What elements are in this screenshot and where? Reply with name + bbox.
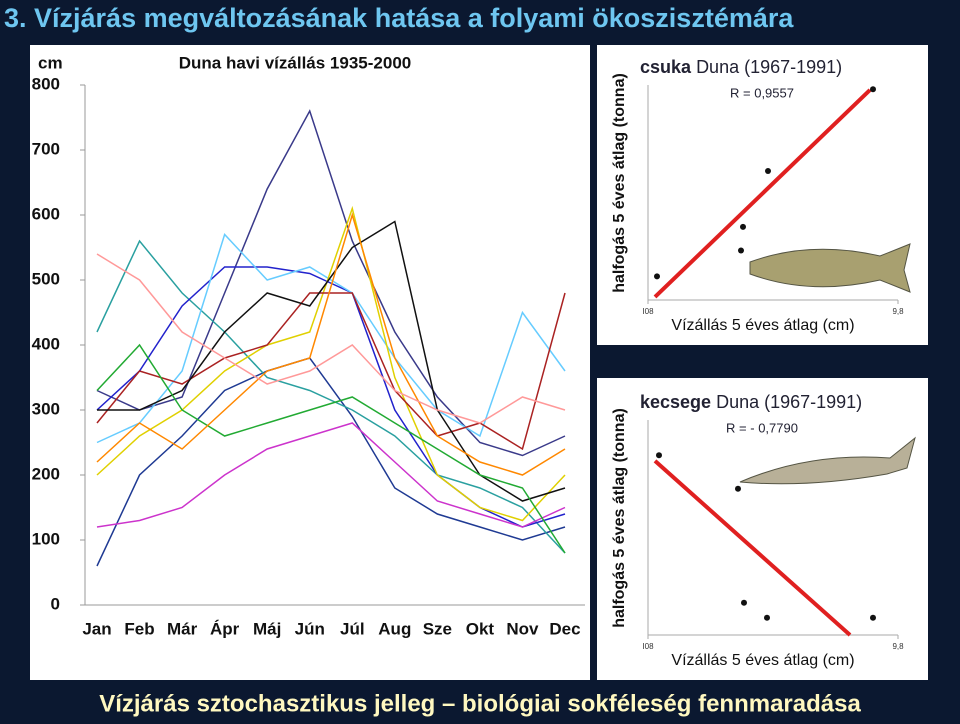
- x-axis-label: Vízállás 5 éves átlag (cm): [671, 317, 854, 334]
- chart-subtitle: Duna (1967-1991): [716, 392, 862, 412]
- scatter-point: [656, 452, 662, 459]
- scatter-point: [735, 485, 741, 492]
- x-tick-label: Okt: [466, 619, 495, 638]
- sturgeon-image: [739, 436, 916, 485]
- chart-subtitle: Duna (1967-1991): [696, 57, 842, 77]
- x-tick-label: Júl: [340, 619, 365, 638]
- species-name: kecsege: [640, 392, 711, 412]
- x-tick-label: I08: [642, 307, 654, 316]
- pike-image: [749, 243, 911, 293]
- x-tick-label: Már: [167, 619, 198, 638]
- y-tick-label: 600: [32, 204, 60, 223]
- x-tick-label: Ápr: [210, 619, 240, 638]
- x-tick-label: Jan: [82, 619, 111, 638]
- species-name: csuka: [640, 57, 692, 77]
- y-tick-label: 700: [32, 139, 60, 158]
- y-tick-label: 800: [32, 74, 60, 93]
- x-tick-label: Jún: [295, 619, 325, 638]
- y-axis-label: halfogás 5 éves átlag (tonna): [611, 408, 628, 628]
- x-tick-label: Dec: [549, 619, 580, 638]
- series-line: [96, 422, 566, 528]
- y-tick-label: 400: [32, 334, 60, 353]
- fit-line: [653, 459, 852, 637]
- series-line: [96, 266, 566, 528]
- scatter-point: [654, 273, 660, 280]
- slide-title: 3. Vízjárás megváltozásának hatása a fol…: [4, 3, 794, 33]
- y-tick-label: 200: [32, 464, 60, 483]
- chart-title: kecsege Duna (1967-1991): [640, 392, 862, 412]
- series-line: [96, 205, 566, 522]
- annotation: R = - 0,7790: [726, 420, 798, 435]
- x-tick-label: Sze: [423, 619, 452, 638]
- scatter-point: [738, 247, 744, 254]
- y-axis-label: halfogás 5 éves átlag (tonna): [611, 73, 628, 293]
- x-tick-label: Feb: [124, 619, 154, 638]
- kecsege-panel: [597, 378, 928, 680]
- x-tick-label: I08: [642, 642, 654, 651]
- chart-title: csuka Duna (1967-1991): [640, 57, 842, 77]
- scatter-point: [765, 168, 771, 174]
- x-tick-label: 9,8: [892, 642, 904, 651]
- y-axis-label: cm: [38, 53, 63, 72]
- scatter-point: [741, 599, 747, 606]
- scatter-point: [764, 614, 770, 621]
- series-line: [96, 253, 566, 424]
- fit-line: [653, 88, 872, 299]
- y-tick-label: 100: [32, 529, 60, 548]
- scatter-point: [740, 223, 746, 230]
- series-line: [96, 292, 566, 451]
- y-tick-label: 500: [32, 269, 60, 288]
- x-axis-label: Vízállás 5 éves átlag (cm): [671, 652, 854, 669]
- chart-title: Duna havi vízállás 1935-2000: [179, 53, 411, 72]
- y-tick-label: 0: [51, 594, 60, 613]
- series-line: [96, 233, 566, 444]
- x-tick-label: Máj: [253, 619, 281, 638]
- scatter-point: [870, 614, 876, 621]
- series-line: [96, 212, 566, 476]
- footer: Vízjárás sztochasztikus jelleg – biológi…: [99, 690, 861, 717]
- series-line: [97, 220, 566, 502]
- y-tick-label: 300: [32, 399, 60, 418]
- series-line: [96, 239, 566, 554]
- annotation: R = 0,9557: [730, 85, 794, 100]
- series-line: [96, 357, 566, 567]
- x-tick-label: Nov: [506, 619, 539, 638]
- x-tick-label: 9,8: [892, 307, 904, 316]
- series-line: [96, 343, 566, 554]
- scatter-point: [870, 86, 876, 93]
- x-tick-label: Aug: [378, 619, 411, 638]
